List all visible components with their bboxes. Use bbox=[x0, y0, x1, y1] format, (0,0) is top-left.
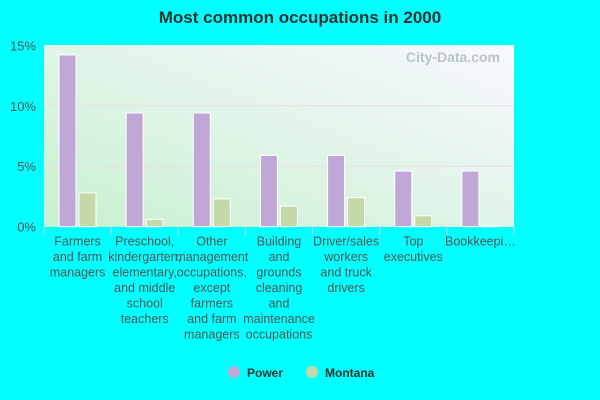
x-tick-label-line: managers bbox=[50, 266, 106, 280]
bar-montana bbox=[481, 224, 500, 228]
x-tick-label-line: workers bbox=[323, 250, 368, 264]
bar-power bbox=[327, 154, 346, 228]
x-tick-label-line: and truck bbox=[320, 266, 372, 280]
x-tick-label: Preschool, kindergarten, elementary, and mi… bbox=[108, 235, 181, 327]
bar-montana bbox=[212, 198, 231, 228]
x-tick-label-line: elementary, bbox=[113, 266, 177, 280]
x-tick-label-line: kindergarten, bbox=[108, 250, 181, 264]
y-tick-label: 15% bbox=[10, 38, 36, 53]
x-tick-label-line: except bbox=[193, 281, 230, 295]
bar-power bbox=[461, 170, 480, 228]
x-tick-label: Other management occupations, except farmers… bbox=[175, 235, 248, 342]
x-tick-label: Farmers and farm managers bbox=[50, 235, 106, 280]
bar-power bbox=[58, 54, 77, 228]
bar-power bbox=[125, 112, 144, 228]
x-tick-label-line: Preschool, bbox=[115, 235, 174, 249]
bar-power bbox=[192, 112, 211, 228]
bar-power bbox=[394, 170, 413, 228]
x-tick-label-line: teachers bbox=[121, 312, 169, 326]
y-tick-label: 0% bbox=[17, 220, 36, 235]
x-tick-label-line: and farm bbox=[187, 312, 236, 326]
x-tick-label-line: Bookkeepi… bbox=[445, 235, 516, 249]
x-tick-label: Building and grounds cleaning and maintenance… bbox=[243, 235, 315, 342]
x-tick-label-line: Other bbox=[196, 235, 227, 249]
x-tick-label: Top executives bbox=[384, 235, 443, 265]
bar-montana bbox=[279, 205, 298, 228]
x-tick-label-line: occupations bbox=[246, 328, 313, 342]
x-tick-label-line: Driver/sales bbox=[313, 235, 379, 249]
x-tick-label-line: cleaning bbox=[256, 281, 303, 295]
bar-power bbox=[259, 154, 278, 228]
bar-montana bbox=[347, 197, 366, 228]
x-tick-label-line: Top bbox=[403, 235, 423, 249]
y-tick-label: 5% bbox=[17, 159, 36, 174]
legend-label: Power bbox=[247, 366, 283, 380]
x-tick-label-line: and farm bbox=[53, 250, 102, 264]
x-tick-label-line: Farmers bbox=[54, 235, 101, 249]
x-tick-label-line: maintenance bbox=[243, 312, 315, 326]
bar-montana bbox=[414, 215, 433, 228]
chart-title: Most common occupations in 2000 bbox=[158, 8, 442, 27]
x-tick-label-line: and middle bbox=[114, 281, 175, 295]
x-tick-label-line: and bbox=[269, 250, 290, 264]
x-tick-label-line: grounds bbox=[256, 266, 301, 280]
x-tick-label-line: managers bbox=[184, 328, 240, 342]
x-tick-label-line: occupations, bbox=[177, 266, 247, 280]
x-tick-label-line: farmers bbox=[191, 297, 233, 311]
x-tick-label-line: management bbox=[175, 250, 248, 264]
y-tick-label: 10% bbox=[10, 99, 36, 114]
bar-montana bbox=[78, 192, 97, 228]
x-tick-label-line: executives bbox=[384, 250, 443, 264]
x-tick-label-line: Building bbox=[257, 235, 302, 249]
legend-label: Montana bbox=[325, 366, 375, 380]
x-tick-label-line: and bbox=[269, 297, 290, 311]
x-tick-label: Driver/sales workers and truck drivers bbox=[313, 235, 379, 296]
legend-swatch bbox=[306, 366, 318, 378]
x-tick-label-line: school bbox=[127, 297, 163, 311]
legend-swatch bbox=[228, 366, 240, 378]
bar-montana bbox=[145, 218, 164, 228]
x-tick-label-line: drivers bbox=[327, 281, 365, 295]
watermark: City-Data.com bbox=[406, 49, 500, 65]
x-tick-label: Bookkeepi… bbox=[445, 235, 516, 249]
plot-area bbox=[44, 45, 514, 227]
